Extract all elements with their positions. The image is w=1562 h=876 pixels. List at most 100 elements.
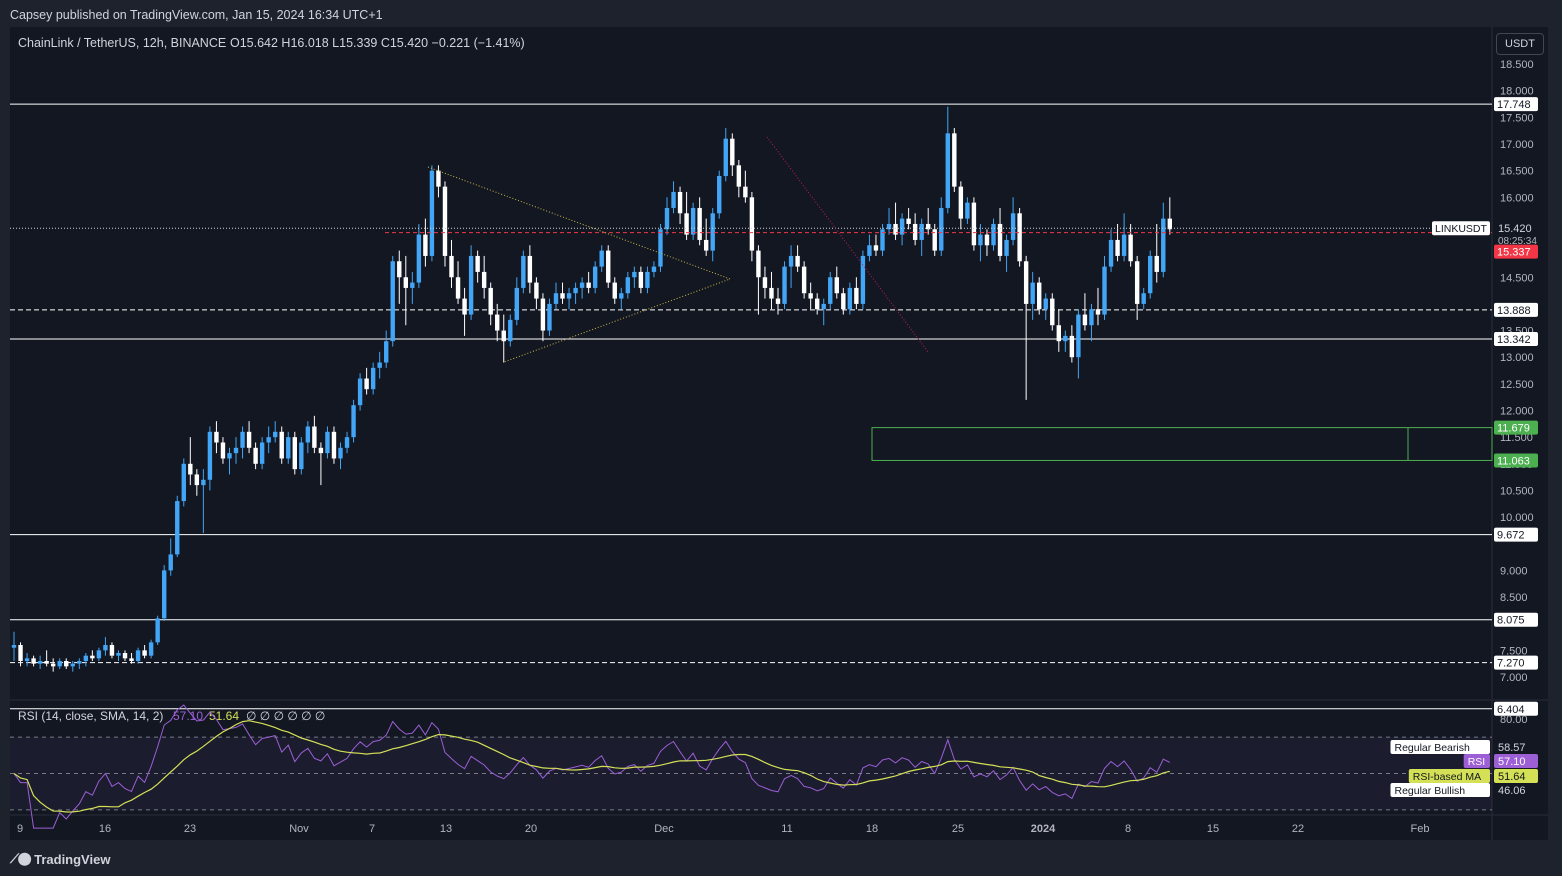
tradingview-icon: ⟋⬤ (10, 851, 31, 866)
downtrend-line (766, 136, 929, 353)
candle-body (834, 277, 839, 294)
price-tick: 7.500 (1500, 645, 1528, 657)
candle-body (501, 330, 506, 342)
candle-body (370, 367, 376, 390)
candle-body (325, 431, 330, 454)
candle-body (442, 186, 448, 256)
candle-body (338, 447, 343, 459)
candle-body (475, 255, 480, 272)
candle-body (867, 245, 872, 256)
candle-body (945, 133, 950, 208)
level-label-bg (1494, 527, 1538, 542)
time-tick: 15 (1207, 823, 1219, 835)
time-tick: 2024 (1031, 823, 1056, 835)
currency-button[interactable]: USDT (1496, 33, 1544, 55)
level-label: 13.888 (1497, 305, 1531, 317)
candle-body (292, 437, 297, 470)
candle-body (207, 431, 213, 480)
price-tick: 11.500 (1500, 432, 1533, 444)
candle-body (488, 287, 493, 315)
candle-body (142, 650, 147, 656)
candle-body (129, 658, 134, 662)
price-tick: 12.500 (1500, 379, 1534, 391)
last-price-bg (1494, 221, 1546, 248)
candle-body (743, 186, 748, 198)
zone-label: 11.679 (1497, 423, 1530, 435)
candle-body (181, 463, 186, 502)
candle-body (416, 234, 422, 283)
candle-body (1108, 239, 1114, 267)
candle-body (57, 661, 62, 667)
price-tick: 14.500 (1500, 272, 1534, 284)
bar-countdown: 08:25:34 (1498, 236, 1537, 247)
candle-body (828, 277, 833, 304)
candle-body (1043, 298, 1048, 310)
rsi-extra: ∅ ∅ ∅ ∅ ∅ ∅ (246, 709, 325, 723)
candle-body (717, 175, 722, 214)
publish-info: Capsey published on TradingView.com, Jan… (10, 8, 383, 22)
candle-body (508, 319, 513, 342)
level-label: 6.404 (1497, 704, 1525, 716)
candle-body (1050, 298, 1055, 326)
candle-body (423, 234, 428, 256)
candle-body (481, 271, 487, 288)
candle-body (227, 453, 232, 459)
candle-body (286, 437, 291, 459)
candle-body (749, 197, 755, 251)
candle-body (677, 191, 683, 214)
candle-body (351, 405, 356, 438)
candle-body (384, 341, 389, 363)
candle-body (984, 234, 990, 246)
candle-body (684, 213, 689, 235)
price-tick: 7.000 (1500, 672, 1528, 684)
candle-body (1030, 282, 1035, 304)
price-tick: 12.000 (1500, 406, 1534, 418)
time-tick: 23 (184, 823, 196, 835)
price-tick: 10.500 (1500, 485, 1534, 497)
time-tick: 16 (99, 823, 111, 835)
level-label: 13.342 (1497, 334, 1531, 346)
candle-body (318, 447, 324, 454)
candle-body (1161, 218, 1166, 272)
last-price-value: 15.420 (1498, 223, 1532, 235)
level-label: 8.075 (1497, 615, 1525, 627)
candle-body (762, 277, 768, 288)
candle-body (899, 218, 905, 235)
level-label: 9.672 (1497, 530, 1525, 542)
candle-body (625, 277, 631, 294)
candle-body (1037, 282, 1042, 310)
candle-body (344, 437, 350, 448)
candle-body (1167, 218, 1173, 230)
time-tick: 8 (1125, 823, 1131, 835)
rsi-label-value: 46.06 (1498, 785, 1526, 797)
candle-body (1154, 255, 1159, 272)
level-label: 17.748 (1497, 99, 1531, 111)
candle-body (24, 658, 30, 662)
level-label: 7.270 (1497, 658, 1525, 670)
candle-body (723, 138, 728, 176)
candle-body (266, 437, 271, 443)
level-label-bg (1494, 97, 1538, 112)
candle-body (1121, 234, 1127, 256)
rsi-title: RSI (14, close, SMA, 14, 2) (18, 709, 163, 723)
candle-body (579, 282, 585, 288)
price-tick: 17.500 (1500, 112, 1534, 124)
candle-body (997, 223, 1003, 256)
candle-body (619, 293, 624, 299)
candle-body (1089, 309, 1094, 326)
rsi-label-value: 57.10 (1498, 756, 1526, 768)
rsi-line (13, 704, 1171, 829)
price-tick: 13.000 (1500, 352, 1534, 364)
rsi-label-name: Regular Bearish (1395, 742, 1470, 754)
tradingview-logo[interactable]: ⟋⬤ TradingView (10, 851, 110, 867)
candle-body (1141, 293, 1146, 304)
price-tick: 18.000 (1500, 86, 1534, 98)
candle-body (860, 255, 866, 304)
candle-body (919, 223, 924, 240)
candle-body (194, 474, 200, 486)
candle-body (312, 426, 317, 448)
candle-body (1069, 335, 1075, 358)
candle-body (912, 223, 918, 240)
rsi-label-value-bg (1494, 783, 1538, 797)
